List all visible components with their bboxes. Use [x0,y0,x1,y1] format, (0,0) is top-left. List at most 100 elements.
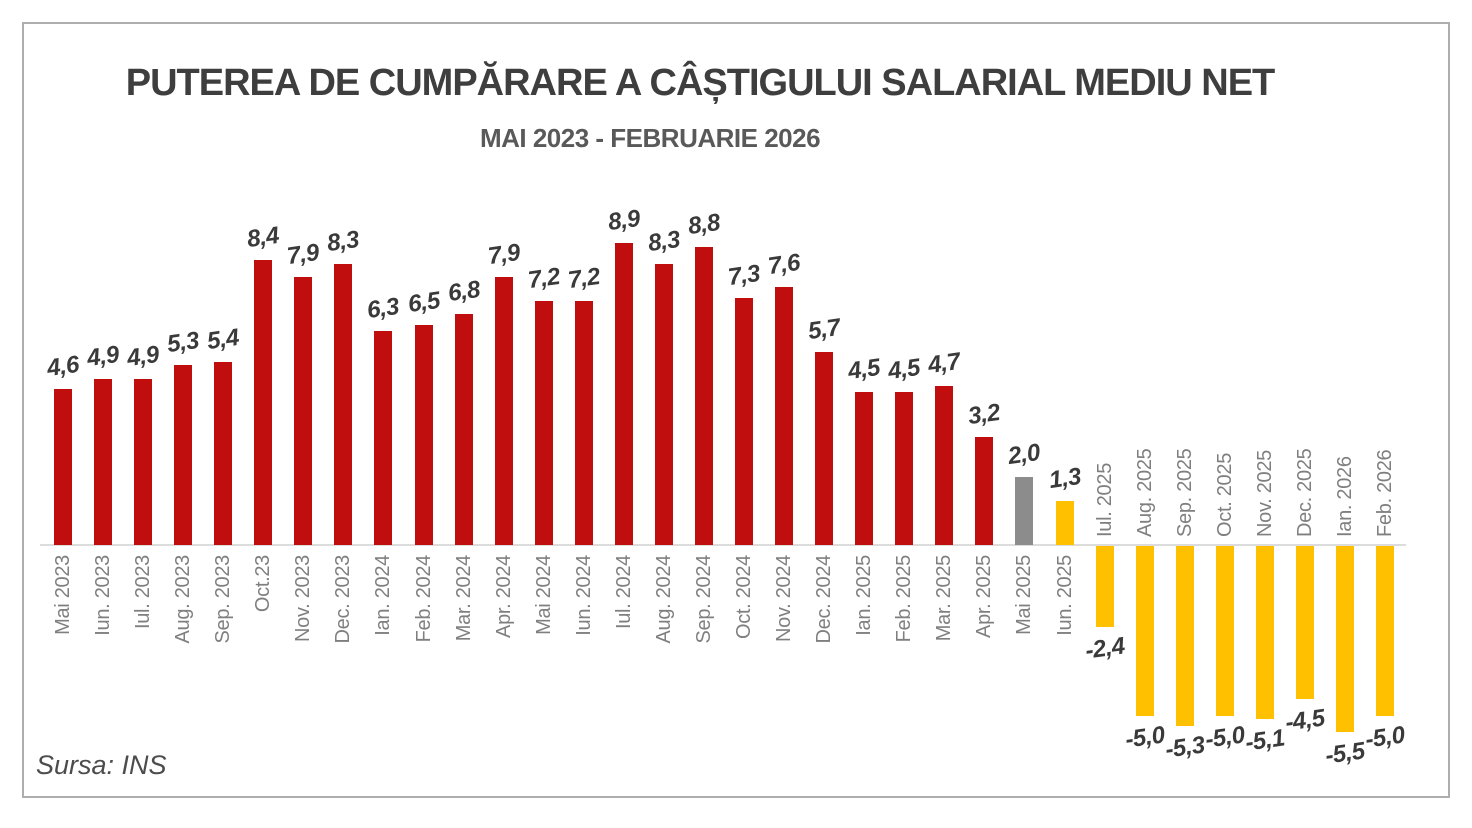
bar-category-label: Mai 2024 [532,555,555,635]
bar-category-label: Apr. 2024 [492,555,515,638]
bar-category-label: Dec. 2024 [813,555,836,644]
bar-value-label: 4,9 [125,340,161,372]
bar-category-label: Feb. 2025 [893,555,916,643]
bar [614,243,633,545]
bar-category-label: Sep. 2025 [1173,448,1196,538]
bar-category-label: Mar. 2024 [452,555,475,642]
bar [895,392,914,545]
bar [654,263,673,545]
bar [1335,546,1354,733]
bar-value-label: 1,3 [1046,462,1083,495]
bar [1375,546,1394,716]
bar-category-label: Mai 2023 [52,555,74,635]
bar-category-label: Mai 2025 [1013,555,1036,635]
bar [1255,546,1274,719]
bar-value-label: 7,6 [766,249,802,281]
bar-category-label: Iul. 2025 [1093,462,1116,537]
bar-category-label: Ian. 2025 [853,555,876,636]
zero-axis-line [40,544,1406,546]
bar [254,260,273,545]
bar [494,277,513,545]
bar-value-label: 7,2 [566,262,602,294]
bar-value-label: 7,9 [285,239,321,271]
bar-value-label: 2,0 [1006,439,1043,471]
bar-value-label: -5,1 [1243,724,1287,757]
bar [54,389,72,545]
bar-value-label: 5,4 [205,323,241,356]
bar-category-label: Nov. 2025 [1253,450,1276,537]
bar-category-label: Iun. 2023 [92,555,115,636]
bar-value-label: 8,8 [686,208,722,240]
bar [214,361,233,545]
bar-value-label: -5,0 [1123,720,1166,754]
bar [414,324,433,545]
bar-category-label: Feb. 2026 [1373,449,1396,537]
bar [735,297,754,545]
bar [1095,546,1114,628]
bar-category-label: Aug. 2023 [172,555,195,644]
bar [134,378,153,545]
bar-value-label: 7,3 [726,259,762,291]
bar-value-label: 6,5 [405,286,442,318]
bar-value-label: 3,2 [966,398,1002,430]
bar-category-label: Oct.23 [252,555,275,613]
source-note: Sursa: INS [36,750,167,780]
bar-value-label: 4,6 [45,350,81,383]
chart-title: PUTEREA DE CUMPĂRARE A CÂȘTIGULUI SALARI… [125,62,1276,104]
bar-category-label: Apr. 2025 [973,555,996,638]
bar-value-label: 8,3 [646,225,682,257]
bar-category-label: Nov. 2023 [292,555,315,642]
bar-category-label: Iul. 2023 [132,555,155,630]
bar-value-label: 6,3 [365,293,402,325]
bar-category-label: Iun. 2024 [572,555,595,636]
bar-value-label: 8,3 [325,225,361,257]
bar-category-label: Sep. 2023 [212,555,235,644]
bar-category-label: Iul. 2024 [612,555,635,630]
bar [935,385,954,545]
bar [975,436,994,545]
bar [815,351,834,545]
bar-value-label: -4,5 [1283,703,1327,737]
bar-value-label: 4,5 [846,354,882,386]
bar-value-label: 7,2 [525,262,562,294]
bar-category-label: Oct. 2025 [1213,452,1236,537]
bar-category-label: Aug. 2025 [1133,448,1156,538]
bar [454,314,473,545]
bar [1295,546,1314,699]
bar [1055,500,1074,545]
bar-value-label: -5,3 [1163,731,1206,764]
bar [694,246,713,545]
bar-value-label: -5,0 [1363,720,1407,754]
bar-value-label: -5,0 [1203,720,1247,754]
bar [534,300,553,545]
bar-value-label: 7,9 [485,239,522,271]
chart-subtitle: MAI 2023 - FEBRUARIE 2026 [479,123,821,153]
bar-category-label: Aug. 2024 [652,555,675,644]
bar-value-label: 6,8 [445,276,482,308]
bar-category-label: Dec. 2023 [332,555,355,644]
bar-value-label: -2,4 [1083,632,1126,665]
bar [294,277,313,545]
bar-category-label: Sep. 2024 [692,555,715,644]
bar-category-label: Oct. 2024 [733,555,756,640]
bar [1175,546,1194,726]
bar-value-label: 4,5 [886,354,922,386]
bar-value-label: 4,7 [926,347,962,379]
bar-category-label: Mar. 2025 [933,555,956,642]
bar-value-label: 4,9 [85,340,121,372]
bar [1215,546,1234,716]
bar [1135,546,1154,716]
bar [174,365,193,545]
bar-category-label: Nov. 2024 [773,555,796,642]
bar [334,263,353,545]
bar [1015,477,1034,545]
bar-value-label: 8,9 [606,205,642,237]
bar [574,300,593,545]
bar-category-label: Ian. 2026 [1333,456,1356,537]
bar-category-label: Ian. 2024 [372,555,395,636]
bar-category-label: Dec. 2025 [1293,448,1316,537]
bar-value-label: 5,3 [165,327,201,359]
bar-value-label: 8,4 [245,222,281,254]
bar [94,378,113,545]
